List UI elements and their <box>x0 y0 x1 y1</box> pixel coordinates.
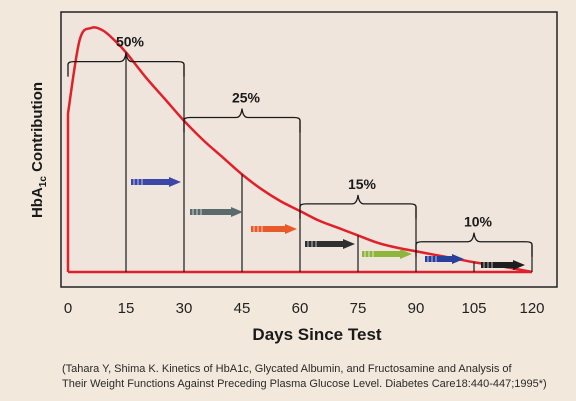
citation-line-1: (Tahara Y, Shima K. Kinetics of HbA1c, G… <box>62 363 512 375</box>
x-axis-label: Days Since Test <box>252 325 381 344</box>
y-axis-label-tail: Contribution <box>29 82 46 176</box>
percentage-label: 50% <box>116 34 145 50</box>
period-arrow <box>305 239 355 249</box>
period-arrow <box>190 207 243 217</box>
x-tick-label: 30 <box>176 300 193 317</box>
citation: (Tahara Y, Shima K. Kinetics of HbA1c, G… <box>62 362 562 392</box>
percentage-label: 10% <box>464 214 493 230</box>
y-axis-label: HbA1c Contribution <box>29 82 49 218</box>
x-tick-label: 60 <box>292 300 309 317</box>
bracket-layer: 50% 25% 15% 10% <box>67 34 533 272</box>
percentage-label: 15% <box>348 176 377 192</box>
y-axis-label-main: HbA <box>29 187 46 218</box>
period-arrow <box>131 177 181 187</box>
x-tick-label: 105 <box>461 300 486 317</box>
period-arrow <box>362 249 412 259</box>
x-tick-label: 15 <box>118 300 135 317</box>
x-tick-label: 0 <box>64 300 72 317</box>
y-axis-label-sub: 1c <box>38 176 49 188</box>
x-tick-label: 90 <box>408 300 425 317</box>
bracket <box>299 194 417 219</box>
period-arrow <box>425 254 464 264</box>
percentage-label: 25% <box>232 90 261 106</box>
x-tick-labels: 0 15 30 45 60 75 90 105 120 <box>64 300 545 317</box>
bracket <box>183 108 301 133</box>
x-tick-label: 45 <box>234 300 251 317</box>
arrow-layer <box>131 177 525 270</box>
x-tick-label: 120 <box>519 300 544 317</box>
x-tick-label: 75 <box>350 300 367 317</box>
bracket <box>415 232 533 257</box>
citation-line-2: Their Weight Functions Against Preceding… <box>62 378 547 390</box>
